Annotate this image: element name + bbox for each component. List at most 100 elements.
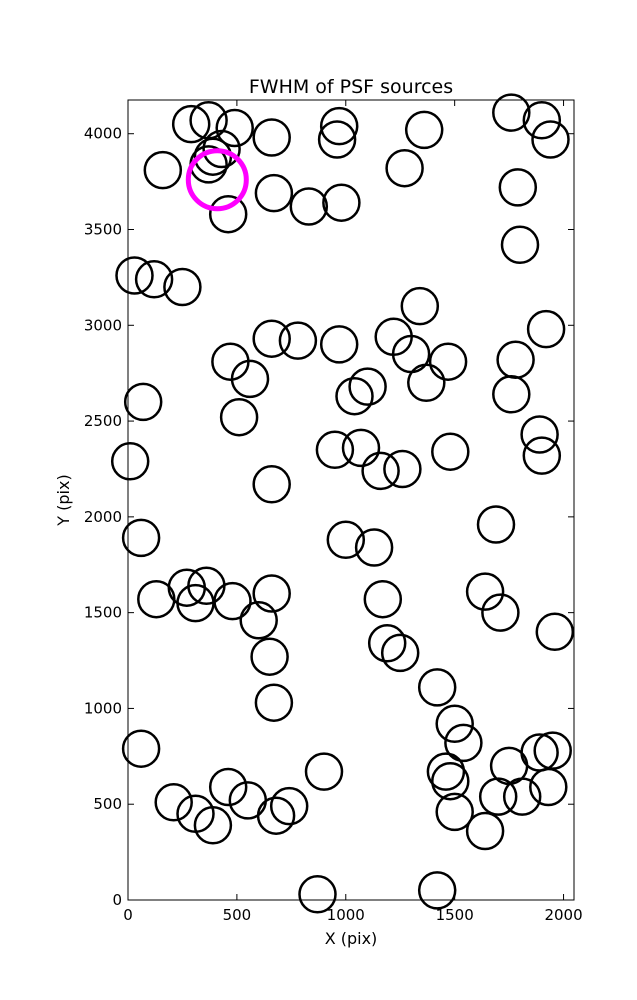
y-axis-ticks: 0 500 1000 1500 2000 2500 3000 3500 4000 <box>84 125 574 909</box>
source-marker <box>476 505 516 544</box>
source-marker <box>121 729 161 768</box>
plot-frame <box>127 99 575 901</box>
source-marker <box>354 528 394 567</box>
source-marker <box>367 624 407 663</box>
source-marker <box>478 777 518 816</box>
source-marker <box>315 430 355 470</box>
source-marker <box>417 871 457 910</box>
source-marker <box>298 875 337 914</box>
source-marker <box>361 451 400 491</box>
source-marker <box>481 593 520 632</box>
source-marker <box>385 148 424 188</box>
source-marker <box>230 359 270 399</box>
y-tick-label: 0 <box>112 891 122 909</box>
source-marker <box>363 579 403 619</box>
source-marker <box>143 150 183 190</box>
source-marker <box>322 183 361 222</box>
source-marker <box>326 520 366 560</box>
y-tick-label: 1500 <box>84 604 122 622</box>
source-marker <box>163 267 202 307</box>
source-marker <box>500 225 540 265</box>
source-marker <box>502 777 542 816</box>
source-marker <box>417 668 457 707</box>
y-tick-label: 500 <box>93 795 122 813</box>
source-marker <box>304 752 344 791</box>
highlighted-source-marker <box>185 148 249 212</box>
source-marker <box>428 342 468 381</box>
source-marker <box>269 786 309 826</box>
x-axis-label: X (pix) <box>325 929 378 948</box>
source-marker <box>435 792 474 832</box>
source-marker <box>154 783 193 822</box>
source-marker <box>219 397 259 437</box>
source-marker <box>121 518 161 558</box>
source-marker <box>202 129 241 169</box>
source-marker <box>380 633 420 673</box>
source-marker <box>193 806 233 845</box>
source-marker <box>254 173 294 213</box>
source-marker <box>465 572 505 611</box>
source-marker <box>465 811 505 851</box>
source-marker <box>444 723 483 763</box>
source-marker <box>431 761 470 801</box>
source-marker <box>400 286 440 326</box>
source-marker <box>110 442 150 481</box>
x-tick-label: 500 <box>223 906 252 924</box>
source-marker <box>319 325 359 364</box>
x-axis-ticks: 0 500 1000 1500 2000 <box>123 100 583 924</box>
source-marker <box>215 108 254 148</box>
y-tick-label: 3500 <box>84 221 122 239</box>
x-tick-label: 1500 <box>436 906 474 924</box>
source-marker <box>522 436 562 475</box>
source-marker <box>252 465 291 504</box>
chart-title: FWHM of PSF sources <box>249 76 453 98</box>
source-marker <box>492 375 531 414</box>
y-tick-label: 2000 <box>84 508 122 526</box>
source-marker <box>213 581 252 621</box>
source-marker <box>278 321 318 360</box>
x-tick-label: 0 <box>123 906 133 924</box>
source-marker <box>520 415 559 454</box>
source-marker <box>208 767 248 807</box>
source-marker <box>407 363 446 403</box>
y-tick-label: 4000 <box>84 125 122 143</box>
source-marker <box>431 432 470 471</box>
source-marker <box>404 110 444 150</box>
source-marker <box>252 118 291 157</box>
source-marker <box>348 367 387 406</box>
source-marker <box>341 428 381 468</box>
source-marker <box>492 93 531 132</box>
source-marker <box>252 319 291 358</box>
source-marker <box>319 106 359 146</box>
source-marker <box>529 767 568 807</box>
source-marker <box>522 101 562 140</box>
source-marker <box>123 382 163 422</box>
source-marker <box>239 601 278 640</box>
source-marker <box>115 256 154 295</box>
source-marker <box>171 104 211 144</box>
y-tick-label: 1000 <box>84 699 122 717</box>
source-marker <box>252 574 291 613</box>
y-axis-label: Y (pix) <box>54 474 73 526</box>
y-tick-label: 2500 <box>84 412 122 430</box>
markers-layer <box>110 93 575 914</box>
source-marker <box>335 376 374 416</box>
source-marker <box>254 683 294 722</box>
source-marker <box>496 340 535 380</box>
source-marker <box>535 612 575 652</box>
source-marker <box>383 449 422 489</box>
source-marker <box>289 187 329 226</box>
source-marker <box>137 579 176 619</box>
source-marker <box>208 194 248 234</box>
source-marker <box>435 704 474 744</box>
x-tick-label: 2000 <box>544 906 582 924</box>
source-marker <box>250 637 289 676</box>
source-marker <box>426 752 466 791</box>
source-marker <box>256 796 296 835</box>
source-marker <box>526 309 566 349</box>
source-marker <box>531 120 570 159</box>
source-marker <box>498 168 538 207</box>
source-marker <box>134 260 174 299</box>
y-tick-label: 3000 <box>84 316 122 334</box>
